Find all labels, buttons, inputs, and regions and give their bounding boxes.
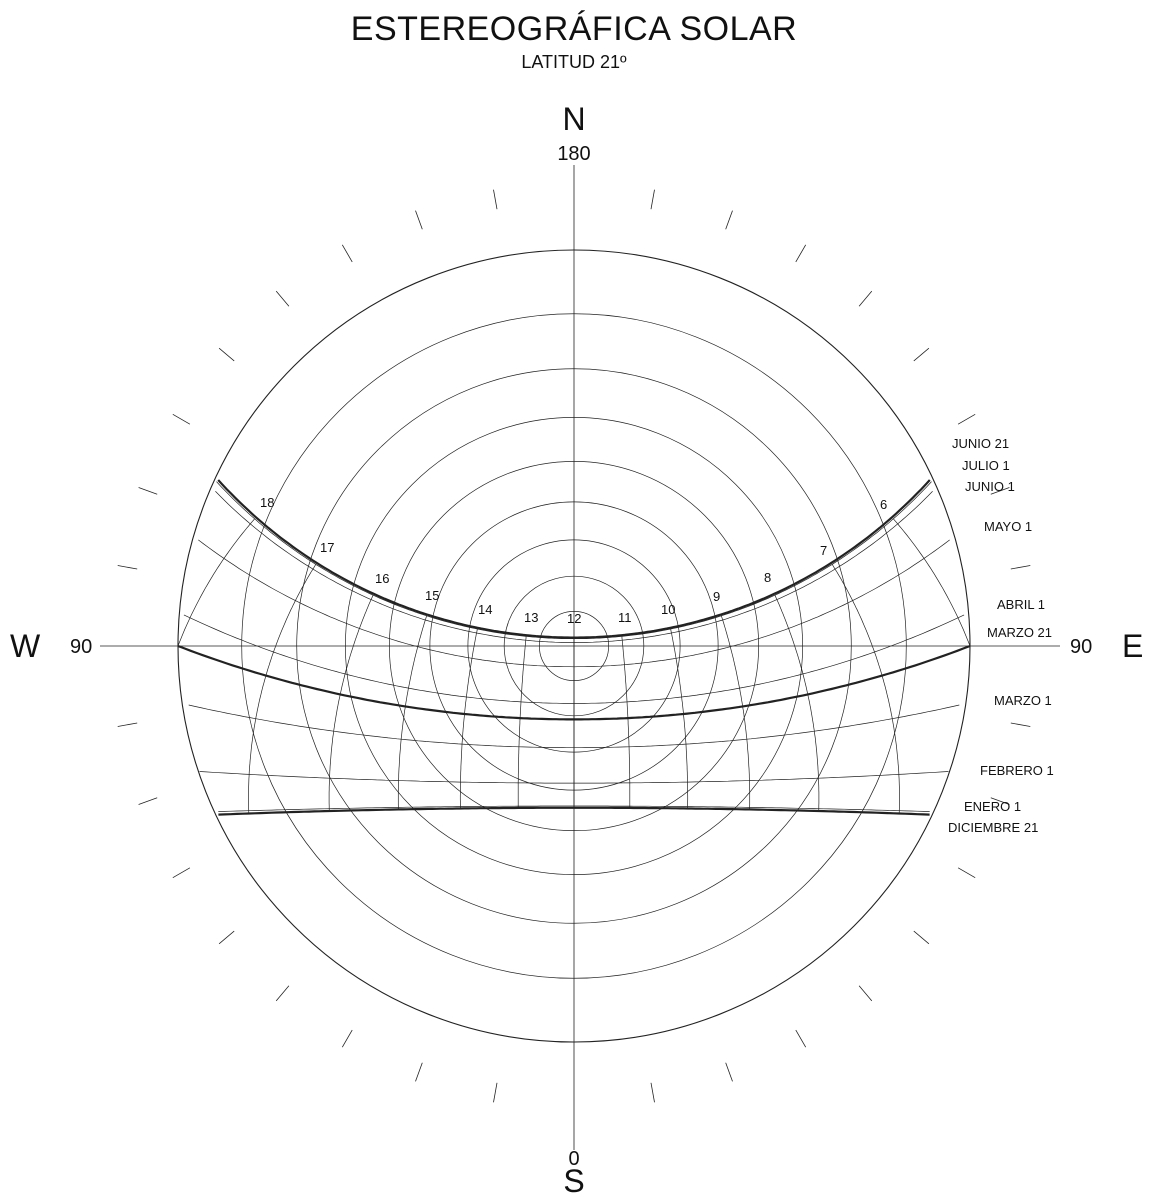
- azimuth-tick: [957, 413, 976, 425]
- azimuth-tick: [1010, 722, 1031, 727]
- hour-label-9: 9: [713, 589, 720, 604]
- azimuth-tick: [117, 722, 138, 727]
- hour-curve-15: [397, 615, 427, 810]
- west-degree-label: 90: [70, 636, 92, 658]
- altitude-ring: [345, 417, 803, 875]
- hour-label-11: 11: [618, 610, 632, 625]
- azimuth-ticks: [117, 189, 1031, 1103]
- azimuth-tick: [493, 189, 498, 210]
- azimuth-tick: [341, 244, 353, 263]
- altitude-ring: [241, 313, 907, 979]
- azimuth-tick: [913, 347, 930, 362]
- hour-label-6: 6: [880, 497, 887, 512]
- date-label-diciembre-21: DICIEMBRE 21: [948, 820, 1038, 835]
- azimuth-tick: [795, 244, 807, 263]
- hour-curve-10: [670, 629, 689, 809]
- north-degree-label: 180: [557, 143, 590, 165]
- date-label-julio-1: JULIO 1: [962, 458, 1010, 473]
- date-label-abril-1: ABRIL 1: [997, 597, 1045, 612]
- hour-curve-8: [774, 595, 820, 812]
- hour-curve-6: [893, 518, 971, 646]
- hour-label-12: 12: [567, 611, 581, 626]
- date-label-febrero-1: FEBRERO 1: [980, 763, 1054, 778]
- hour-label-18: 18: [260, 495, 274, 510]
- azimuth-tick: [990, 797, 1010, 805]
- azimuth-tick: [957, 867, 976, 879]
- azimuth-tick: [341, 1029, 353, 1048]
- date-labels: JUNIO 21 JULIO 1 JUNIO 1 MAYO 1 ABRIL 1 …: [948, 436, 1054, 835]
- east-degree-label: 90: [1070, 636, 1092, 658]
- azimuth-tick: [725, 1062, 733, 1082]
- date-label-junio-21: JUNIO 21: [952, 436, 1009, 451]
- azimuth-tick: [415, 1062, 423, 1082]
- south-degree-label: 0: [568, 1148, 579, 1170]
- azimuth-tick: [493, 1082, 498, 1103]
- date-label-junio-1: JUNIO 1: [965, 479, 1015, 494]
- date-label-mayo-1: MAYO 1: [984, 519, 1032, 534]
- azimuth-tick: [415, 210, 423, 230]
- hour-label-14: 14: [478, 602, 492, 617]
- hour-labels: 6 7 8 9 10 11 12 13 14 15 16 17 18: [260, 495, 887, 626]
- azimuth-tick: [913, 930, 930, 945]
- azimuth-tick: [650, 189, 655, 210]
- azimuth-tick: [138, 487, 158, 495]
- azimuth-tick: [218, 930, 235, 945]
- hour-curve-11: [621, 636, 631, 808]
- hour-curve-17: [248, 564, 317, 814]
- hour-curve-14: [459, 629, 478, 809]
- azimuth-tick: [218, 347, 235, 362]
- hour-label-13: 13: [524, 610, 538, 625]
- azimuth-tick: [795, 1029, 807, 1048]
- date-label-enero-1: ENERO 1: [964, 799, 1021, 814]
- date-curve-julio-1: [216, 481, 932, 640]
- azimuth-tick: [725, 210, 733, 230]
- hour-label-7: 7: [820, 543, 827, 558]
- hour-label-8: 8: [764, 570, 771, 585]
- azimuth-tick: [990, 487, 1010, 495]
- azimuth-tick: [858, 985, 873, 1002]
- azimuth-tick: [858, 290, 873, 307]
- diagram-subtitle: LATITUD 21º: [521, 52, 627, 72]
- north-label: N: [562, 101, 585, 137]
- hour-label-17: 17: [320, 540, 334, 555]
- azimuth-tick: [172, 413, 191, 425]
- hour-label-10: 10: [661, 602, 675, 617]
- west-label: W: [10, 628, 41, 664]
- date-label-marzo-21: MARZO 21: [987, 625, 1052, 640]
- hour-label-15: 15: [425, 588, 439, 603]
- hour-curve-16: [328, 595, 374, 812]
- date-label-marzo-1: MARZO 1: [994, 693, 1052, 708]
- azimuth-tick: [138, 797, 158, 805]
- east-label: E: [1122, 628, 1143, 664]
- azimuth-tick: [172, 867, 191, 879]
- diagram-title: ESTEREOGRÁFICA SOLAR: [351, 10, 797, 48]
- azimuth-tick: [275, 290, 290, 307]
- azimuth-tick: [117, 565, 138, 570]
- hour-curve-13: [517, 636, 527, 808]
- south-label: S: [563, 1163, 584, 1197]
- hour-curve-18: [177, 518, 255, 646]
- azimuth-tick: [1010, 565, 1031, 570]
- hour-label-16: 16: [375, 571, 389, 586]
- altitude-ring: [296, 368, 852, 924]
- altitude-ring: [388, 460, 760, 832]
- hour-curve-7: [831, 564, 900, 814]
- azimuth-tick: [650, 1082, 655, 1103]
- hour-curves: [177, 518, 971, 814]
- date-curve-junio-21: [217, 479, 931, 639]
- hour-curve-9: [721, 615, 751, 810]
- azimuth-tick: [275, 985, 290, 1002]
